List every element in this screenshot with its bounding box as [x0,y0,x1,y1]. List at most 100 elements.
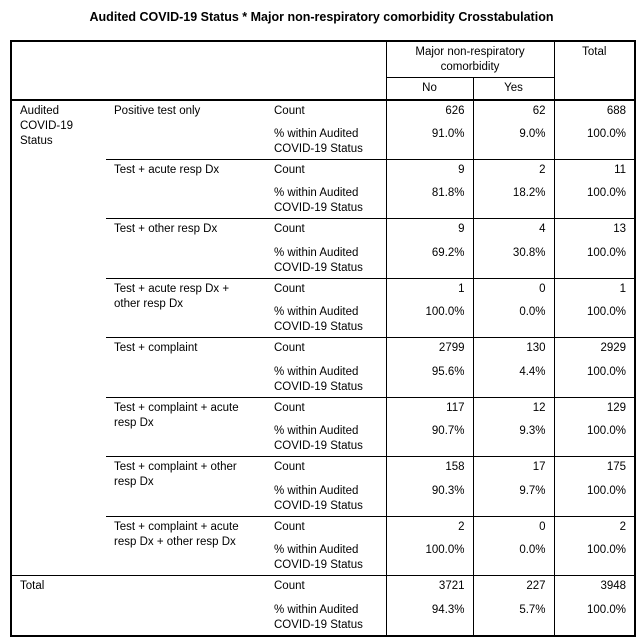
count-value-yes: 0 [472,278,555,302]
count-label: Count [274,104,305,117]
pct-value-yes: 5.7% [472,599,555,636]
pct-value-no: 94.3% [385,599,474,636]
total-row: Total Count 3721 227 3948 [11,575,636,600]
count-label: Count [274,223,305,235]
pct-value-no: 69.2% [385,242,474,279]
category-label: Test + complaint + acute resp Dx [106,397,266,457]
col-header-yes: Yes [472,77,555,101]
pct-label: % within Audited COVID-19 Status [266,242,387,279]
pct-value-no: 95.6% [385,361,474,398]
pct-label: % within Audited COVID-19 Status [266,480,387,517]
count-value-total: 2 [553,516,636,540]
count-value-no: 2799 [385,337,474,362]
pct-label: % within Audited COVID-19 Status [266,302,387,338]
header-row-categories: No Yes [11,77,635,101]
count-value-yes: 4 [472,218,555,243]
category-label: Positive test only [106,99,266,160]
table-row: % within Audited COVID-19 Status 100.0% … [11,540,636,576]
pct-value-total: 100.0% [553,361,636,398]
count-value-no: 158 [385,456,474,481]
count-value-no: 2 [385,516,474,540]
total-row-label: Total [20,580,45,592]
count-value-yes: 62 [472,99,555,124]
count-label: Count [274,520,305,533]
table-row: % within Audited COVID-19 Status 90.7% 9… [11,421,636,457]
count-label: Count [274,401,305,414]
count-value-no: 1 [385,278,474,302]
count-value-yes: 2 [472,159,555,183]
category-label: Test + complaint + acute resp Dx + other… [106,516,266,576]
table-row: % within Audited COVID-19 Status 90.3% 9… [11,480,636,517]
pct-label: % within Audited COVID-19 Status [266,421,387,457]
category-label: Test + other resp Dx [106,218,266,279]
pct-label: % within Audited COVID-19 Status [274,603,363,631]
table-row: % within Audited COVID-19 Status 91.0% 9… [11,123,636,160]
pct-label: % within Audited COVID-19 Status [266,540,387,576]
table-row: Test + acute resp Dx Count 9 2 11 [11,159,636,219]
pct-value-total: 100.0% [553,123,636,160]
pct-value-total: 100.0% [553,302,636,338]
count-value-total: 175 [553,456,636,481]
pct-value-no: 100.0% [385,302,474,338]
count-value-no: 626 [385,99,474,124]
count-label: Count [274,282,305,295]
pct-value-yes: 9.0% [472,123,555,160]
table-row: % within Audited COVID-19 Status 95.6% 4… [11,361,636,398]
pct-value-total: 100.0% [553,480,636,517]
category-label: Test + acute resp Dx [106,159,266,219]
count-value-yes: 0 [472,516,555,540]
table-row: % within Audited COVID-19 Status 69.2% 3… [11,242,636,279]
pct-value-total: 100.0% [553,242,636,279]
pct-value-no: 91.0% [385,123,474,160]
category-label: Test + acute resp Dx + other resp Dx [106,278,266,338]
table-row: Test + complaint + other resp Dx Count 1… [11,456,636,517]
count-value-total: 129 [553,397,636,421]
count-value-yes: 17 [472,456,555,481]
crosstab-title: Audited COVID-19 Status * Major non-resp… [89,10,554,24]
count-value-no: 9 [385,218,474,243]
count-label: Count [274,461,305,473]
pct-value-yes: 9.7% [472,480,555,517]
pct-value-no: 81.8% [385,183,474,219]
count-label: Count [274,163,305,176]
pct-value-total: 100.0% [553,421,636,457]
pct-value-no: 100.0% [385,540,474,576]
count-value-no: 117 [385,397,474,421]
table-row: Test + complaint + acute resp Dx + other… [11,516,636,576]
col-header-total: Total [553,41,636,101]
col-group-header: Major non-respiratory comorbidity [385,41,555,78]
corner-cell [11,41,387,101]
pct-value-total: 100.0% [553,183,636,219]
count-value-no: 9 [385,159,474,183]
pct-value-total: 100.0% [553,540,636,576]
table-row: Test + other resp Dx Count 9 4 13 [11,218,636,279]
pct-label: % within Audited COVID-19 Status [266,361,387,398]
crosstab-table: Major non-respiratory comorbidity Total … [10,40,637,637]
count-label: Count [274,580,305,592]
pct-value-total: 100.0% [553,599,636,636]
count-value-total: 3948 [553,575,636,600]
table-row: % within Audited COVID-19 Status 81.8% 1… [11,183,636,219]
table-row: Test + acute resp Dx + other resp Dx Cou… [11,278,636,338]
count-label: Count [274,342,305,354]
table-row: Audited COVID-19 Status Positive test on… [11,99,636,576]
count-value-total: 1 [553,278,636,302]
count-value-no: 3721 [385,575,474,600]
count-value-total: 2929 [553,337,636,362]
header-row-group: Major non-respiratory comorbidity Total [11,41,636,101]
category-label: Test + complaint [106,337,266,398]
pct-value-yes: 30.8% [472,242,555,279]
table-row: Test + complaint Count 2799 130 2929 [11,337,636,398]
pct-value-no: 90.7% [385,421,474,457]
pct-label: % within Audited COVID-19 Status [266,123,387,160]
count-value-total: 688 [553,99,636,124]
pct-value-yes: 18.2% [472,183,555,219]
pct-value-yes: 0.0% [472,302,555,338]
table-row: Test + complaint + acute resp Dx Count 1… [11,397,636,457]
count-value-yes: 12 [472,397,555,421]
count-value-yes: 130 [472,337,555,362]
pct-value-no: 90.3% [385,480,474,517]
total-row: % within Audited COVID-19 Status 94.3% 5… [11,599,636,636]
pct-value-yes: 9.3% [472,421,555,457]
